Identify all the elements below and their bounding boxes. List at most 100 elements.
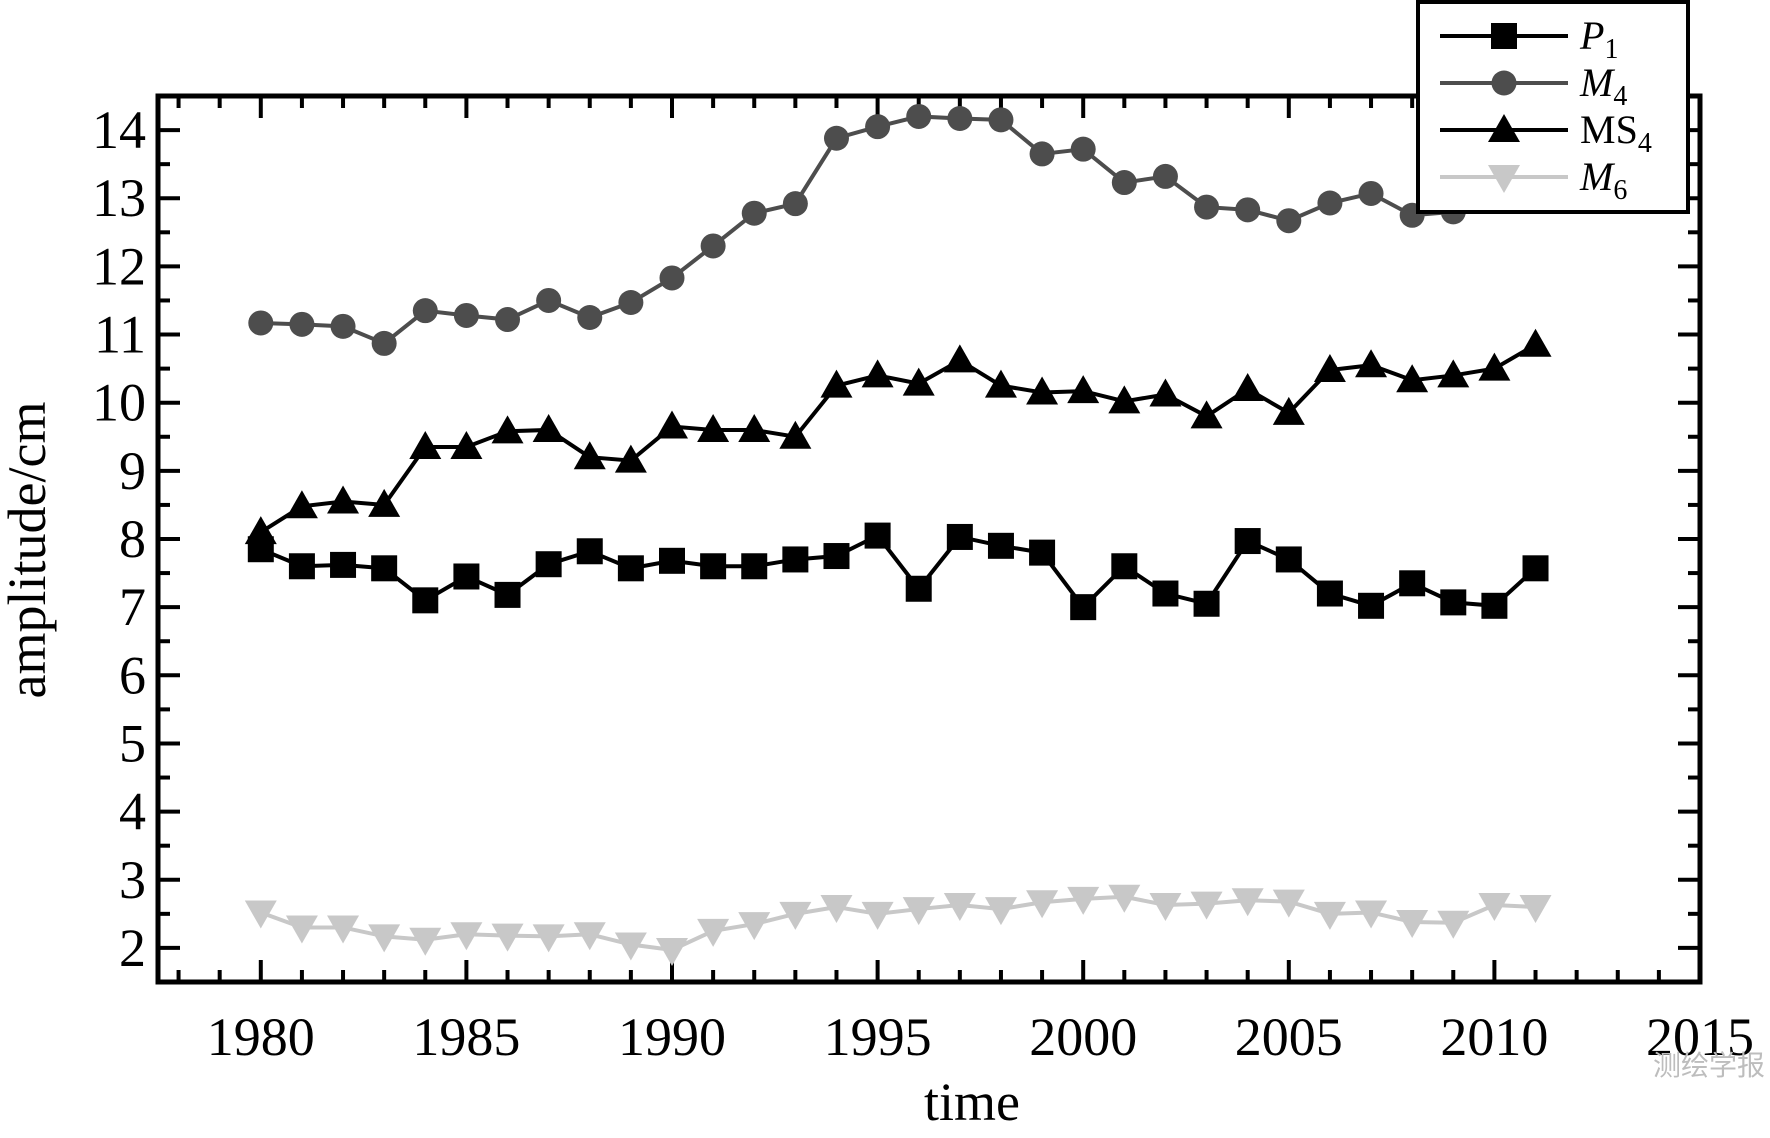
data-point — [779, 420, 812, 449]
y-tick-label: 11 — [94, 305, 146, 365]
data-point — [409, 430, 442, 459]
y-tick-label: 8 — [119, 509, 146, 569]
data-point — [1149, 892, 1182, 921]
data-point — [943, 892, 976, 921]
data-point — [1355, 900, 1388, 929]
data-point — [984, 897, 1017, 926]
data-point — [1070, 594, 1097, 621]
data-point — [536, 287, 562, 313]
legend-box — [1416, 0, 1690, 214]
data-point — [947, 105, 973, 131]
y-tick-label: 7 — [119, 577, 146, 637]
data-point — [1396, 364, 1429, 393]
data-point — [412, 298, 438, 324]
x-tick-label: 1990 — [618, 1007, 726, 1067]
data-point — [1190, 891, 1223, 920]
data-point — [782, 546, 809, 573]
data-point — [1440, 589, 1467, 616]
data-point — [494, 581, 521, 608]
data-point — [823, 125, 849, 151]
x-axis-title: time — [924, 1072, 1020, 1132]
y-tick-label: 3 — [119, 850, 146, 910]
data-point — [988, 107, 1014, 133]
data-point — [1313, 353, 1346, 382]
data-point — [697, 413, 730, 442]
data-point — [576, 538, 603, 565]
legend-label: MS4 — [1580, 107, 1652, 159]
data-point — [656, 410, 688, 439]
data-point — [409, 927, 442, 956]
data-point — [453, 302, 479, 328]
data-point — [987, 532, 1014, 559]
data-point — [371, 330, 397, 356]
data-point — [738, 413, 771, 442]
y-tick-label: 4 — [119, 782, 146, 842]
data-point — [1235, 197, 1261, 223]
data-point — [1437, 910, 1470, 939]
data-point — [535, 551, 562, 578]
data-point — [1111, 170, 1137, 196]
data-point — [864, 522, 891, 549]
data-point — [1190, 400, 1223, 429]
data-point — [779, 901, 812, 930]
y-tick-label: 14 — [92, 100, 146, 160]
data-point — [1358, 592, 1385, 619]
data-point — [368, 924, 401, 953]
data-point — [289, 311, 315, 337]
data-point — [1396, 910, 1429, 939]
data-point — [412, 587, 439, 614]
data-point — [1313, 901, 1346, 930]
data-point — [861, 359, 894, 388]
data-point — [700, 553, 727, 580]
data-point — [741, 200, 767, 226]
y-tick-label: 5 — [119, 713, 146, 773]
data-point — [371, 555, 398, 582]
data-point — [450, 430, 483, 459]
data-point — [700, 233, 726, 259]
data-point — [1316, 580, 1343, 607]
data-point — [902, 897, 935, 926]
data-point — [491, 415, 524, 444]
data-point — [1026, 890, 1059, 919]
data-point — [1149, 378, 1182, 407]
y-axis-title: amplitude/cm — [0, 402, 57, 699]
data-point — [450, 922, 483, 951]
data-point — [327, 485, 360, 514]
data-point — [1231, 888, 1264, 917]
x-tick-label: 2005 — [1235, 1007, 1343, 1067]
series-0 — [247, 522, 1549, 621]
data-point — [946, 523, 973, 550]
data-point — [905, 575, 932, 602]
data-point — [327, 915, 360, 944]
data-point — [285, 490, 318, 519]
data-point — [1231, 373, 1264, 402]
data-point — [741, 553, 768, 580]
data-point — [244, 900, 277, 929]
data-point — [532, 924, 565, 953]
data-point — [1152, 163, 1178, 189]
data-point — [614, 932, 647, 961]
plot-frame — [155, 93, 1703, 985]
y-tick-label: 10 — [92, 373, 146, 433]
data-point — [1272, 396, 1305, 425]
y-tick-label: 13 — [92, 168, 146, 228]
data-point — [943, 344, 976, 373]
data-point — [1067, 886, 1100, 915]
data-point — [1108, 884, 1141, 913]
x-tick-label: 2015 — [1646, 1007, 1754, 1067]
data-point — [1108, 385, 1141, 414]
data-point — [618, 290, 644, 316]
data-point — [1070, 136, 1096, 162]
series-3 — [244, 884, 1552, 966]
watermark: 测绘学报 — [1653, 1049, 1765, 1082]
data-point — [577, 305, 603, 330]
y-tick-label: 12 — [92, 236, 146, 296]
data-point — [453, 563, 480, 590]
data-point — [1355, 349, 1388, 378]
data-point — [782, 191, 808, 217]
series-line — [260, 114, 1454, 346]
x-tick-label: 1995 — [824, 1007, 932, 1067]
legend-marker — [1488, 114, 1520, 142]
